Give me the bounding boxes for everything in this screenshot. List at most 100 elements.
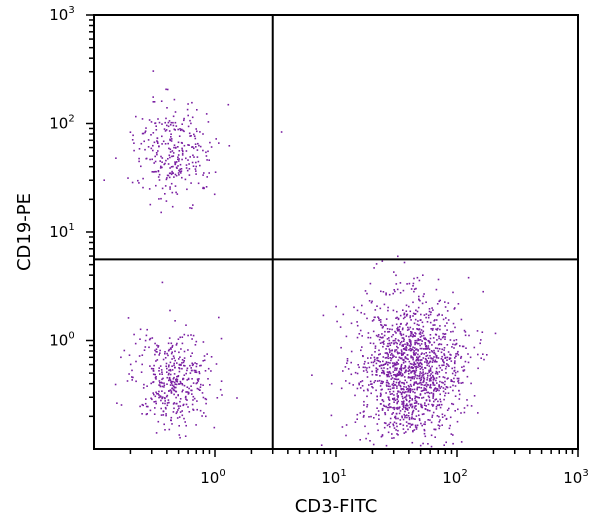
event-point bbox=[446, 409, 449, 411]
event-point bbox=[429, 400, 431, 402]
event-point bbox=[172, 388, 175, 391]
event-point bbox=[191, 352, 193, 354]
event-point bbox=[142, 186, 144, 189]
event-point bbox=[185, 395, 187, 398]
event-point bbox=[375, 389, 377, 392]
event-point bbox=[440, 351, 443, 354]
event-point bbox=[408, 376, 411, 379]
event-point bbox=[166, 177, 168, 179]
event-point bbox=[395, 341, 397, 344]
event-point bbox=[429, 337, 432, 340]
event-point bbox=[147, 146, 150, 148]
event-point bbox=[420, 376, 423, 379]
event-point bbox=[449, 416, 452, 419]
event-point bbox=[407, 376, 410, 379]
event-point bbox=[448, 365, 450, 367]
event-point bbox=[424, 388, 427, 390]
event-point bbox=[375, 362, 378, 365]
event-point bbox=[453, 377, 455, 380]
event-point bbox=[432, 405, 434, 407]
event-point bbox=[194, 168, 197, 170]
event-point bbox=[457, 303, 460, 305]
event-point bbox=[457, 354, 460, 356]
event-point bbox=[393, 363, 396, 366]
event-point bbox=[364, 425, 366, 428]
event-point bbox=[423, 373, 425, 375]
event-point bbox=[203, 187, 205, 189]
event-point bbox=[194, 143, 197, 145]
event-point bbox=[388, 351, 391, 354]
event-point bbox=[444, 388, 447, 390]
event-point bbox=[177, 375, 179, 378]
event-point bbox=[358, 333, 361, 335]
event-point bbox=[458, 393, 461, 396]
event-point bbox=[454, 343, 456, 346]
event-point bbox=[350, 373, 353, 376]
event-point bbox=[330, 414, 333, 417]
event-point bbox=[413, 288, 416, 290]
event-point bbox=[213, 193, 216, 196]
event-point bbox=[377, 316, 379, 318]
event-point bbox=[184, 421, 186, 423]
event-point bbox=[410, 403, 413, 406]
event-point bbox=[182, 377, 185, 380]
event-point bbox=[436, 371, 438, 374]
event-point bbox=[354, 394, 356, 397]
event-point bbox=[356, 413, 359, 416]
event-point bbox=[410, 319, 412, 321]
event-point bbox=[422, 357, 425, 359]
event-point bbox=[379, 336, 381, 338]
event-point bbox=[171, 155, 173, 158]
event-point bbox=[152, 96, 154, 98]
event-point bbox=[195, 128, 197, 130]
event-point bbox=[374, 316, 376, 319]
event-point bbox=[434, 360, 437, 363]
event-point bbox=[393, 380, 395, 383]
event-point bbox=[415, 359, 417, 362]
event-point bbox=[404, 415, 406, 417]
event-point bbox=[416, 383, 419, 385]
event-point bbox=[413, 277, 415, 280]
event-point bbox=[172, 155, 175, 157]
event-point bbox=[203, 172, 205, 174]
event-point bbox=[168, 172, 171, 175]
event-point bbox=[160, 100, 163, 102]
event-point bbox=[181, 149, 184, 151]
event-point bbox=[408, 366, 410, 369]
event-point bbox=[186, 108, 189, 111]
event-point bbox=[404, 410, 406, 413]
event-point bbox=[385, 422, 387, 425]
event-point bbox=[373, 417, 375, 419]
event-point bbox=[424, 342, 427, 345]
event-point bbox=[409, 388, 412, 391]
event-point bbox=[159, 352, 161, 354]
event-point bbox=[430, 350, 433, 352]
event-point bbox=[156, 344, 158, 347]
event-point bbox=[144, 130, 147, 132]
event-point bbox=[442, 360, 444, 362]
event-point bbox=[397, 317, 400, 320]
event-point bbox=[436, 314, 439, 317]
event-point bbox=[407, 422, 410, 425]
event-point bbox=[420, 378, 423, 381]
event-point bbox=[375, 370, 378, 373]
event-point bbox=[423, 378, 426, 380]
event-point bbox=[175, 344, 178, 346]
event-point bbox=[156, 351, 158, 353]
event-point bbox=[396, 373, 399, 375]
y-tick-label: 103 bbox=[49, 5, 74, 24]
event-point bbox=[161, 161, 163, 163]
event-point bbox=[154, 407, 156, 409]
event-point bbox=[168, 401, 170, 404]
event-point bbox=[366, 376, 369, 378]
event-point bbox=[160, 399, 162, 402]
event-point bbox=[444, 325, 446, 327]
event-point bbox=[444, 367, 447, 370]
event-point bbox=[426, 379, 428, 381]
event-point bbox=[394, 330, 396, 333]
event-point bbox=[381, 434, 384, 436]
event-point bbox=[430, 386, 432, 389]
event-point bbox=[210, 370, 212, 372]
event-point bbox=[387, 306, 389, 309]
event-point bbox=[390, 354, 392, 356]
